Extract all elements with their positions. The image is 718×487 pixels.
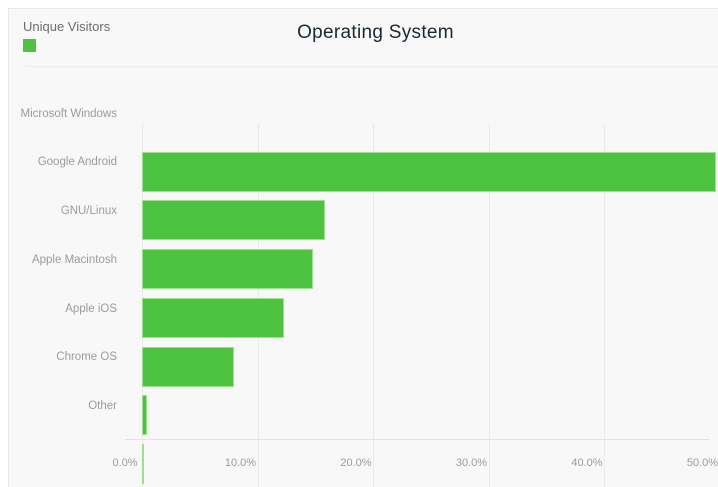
x-tick-label: 10.0% (224, 457, 257, 469)
legend-label: Unique Visitors (23, 19, 111, 34)
gridline (489, 124, 490, 487)
category-label: Apple iOS (65, 303, 117, 315)
x-tick-label: 20.0% (340, 457, 372, 469)
bar-google-android[interactable] (142, 200, 325, 240)
legend[interactable]: Unique Visitors (23, 19, 110, 52)
category-label: Other (88, 400, 117, 412)
bar-apple-macintosh[interactable] (142, 298, 285, 338)
bar-chrome-os[interactable] (142, 395, 147, 435)
bar-other[interactable] (142, 444, 144, 484)
plot-area (142, 124, 718, 487)
category-label: Apple Macintosh (31, 254, 117, 266)
category-label: Microsoft Windows (20, 108, 118, 120)
x-tick-label: 0.0% (112, 457, 138, 469)
bar-apple-ios[interactable] (142, 347, 235, 387)
category-label: GNU/Linux (60, 205, 117, 217)
chart-title: Operating System (297, 22, 454, 43)
chart-area (26, 66, 718, 487)
chart-card: Unique Visitors Operating System Microso… (8, 8, 718, 487)
bar-microsoft-windows[interactable] (142, 152, 716, 192)
category-label: Chrome OS (56, 351, 117, 363)
bar-gnu-linux[interactable] (142, 249, 313, 289)
category-label: Google Android (37, 156, 117, 168)
x-tick-label: 50.0% (686, 457, 718, 469)
x-tick-label: 40.0% (571, 457, 603, 469)
gridline (373, 124, 374, 487)
legend-swatch-icon (23, 39, 36, 52)
x-axis-line (125, 439, 709, 440)
gridline (604, 124, 605, 487)
x-tick-label: 30.0% (455, 457, 488, 469)
